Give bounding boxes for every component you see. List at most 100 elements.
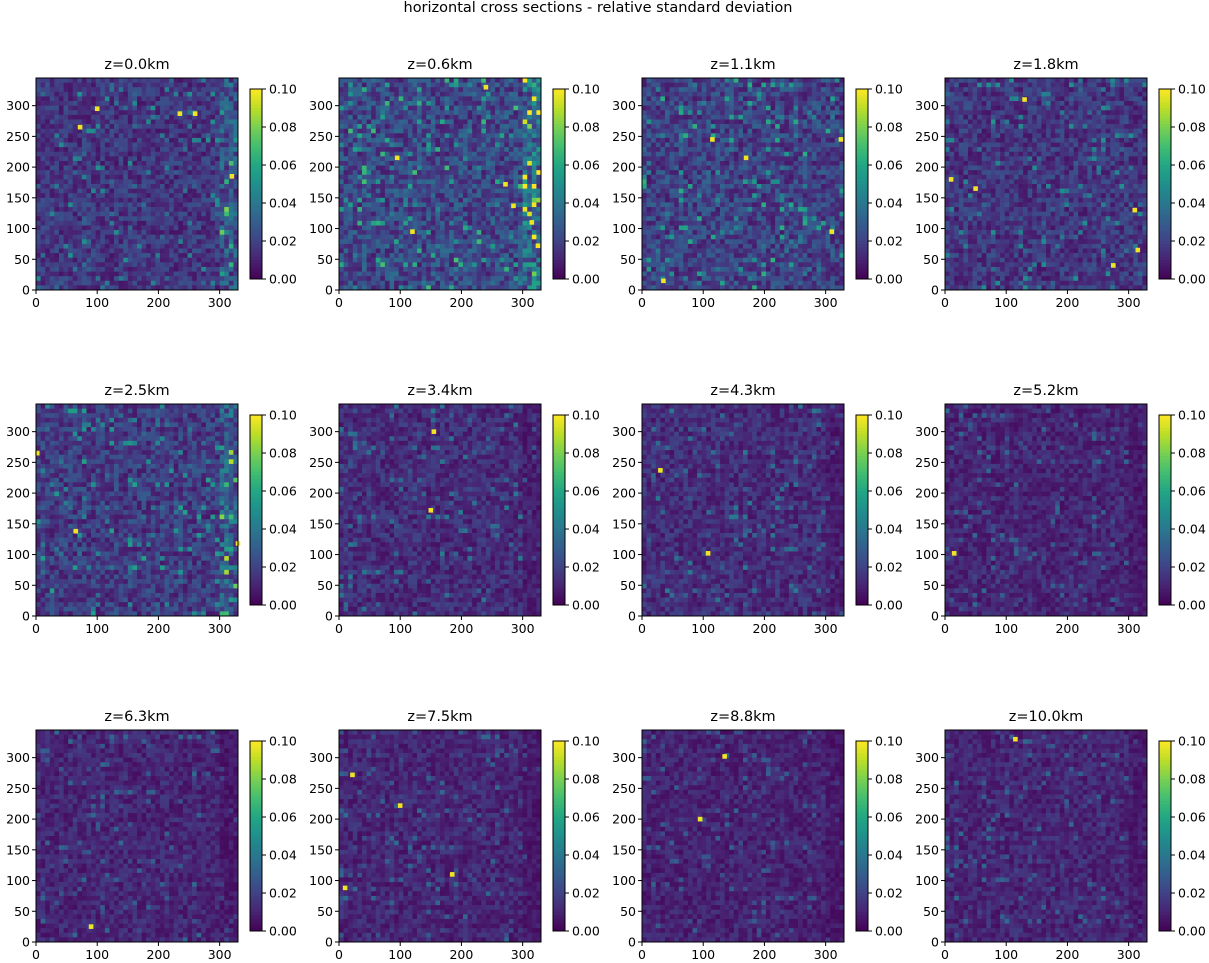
heatmap-cell bbox=[159, 156, 165, 162]
heatmap-cell bbox=[495, 216, 501, 222]
heatmap-cell bbox=[522, 184, 528, 189]
heatmap-cell bbox=[674, 142, 680, 148]
heatmap-cell bbox=[407, 184, 413, 189]
heatmap-cell bbox=[150, 193, 156, 199]
heatmap-cell bbox=[159, 96, 165, 102]
heatmap-cell bbox=[150, 266, 156, 272]
heatmap-cell bbox=[366, 276, 372, 282]
heatmap-cell bbox=[169, 151, 175, 157]
heatmap-cell bbox=[155, 202, 161, 208]
heatmap-cell bbox=[81, 262, 87, 268]
heatmap-cell bbox=[109, 271, 115, 277]
heatmap-cell bbox=[40, 137, 46, 143]
heatmap-cell bbox=[114, 197, 119, 203]
heatmap-cell bbox=[440, 225, 445, 231]
heatmap-cell bbox=[118, 124, 124, 130]
heatmap-cell bbox=[371, 207, 377, 212]
heatmap-cell bbox=[123, 234, 129, 240]
heatmap-cell bbox=[123, 193, 129, 199]
heatmap-cell bbox=[398, 253, 404, 259]
heatmap-cell bbox=[476, 142, 482, 148]
heatmap-cell bbox=[114, 114, 119, 120]
heatmap-cell bbox=[201, 96, 207, 102]
heatmap-cell bbox=[527, 248, 533, 254]
heatmap-cell bbox=[490, 211, 496, 217]
heatmap-cell bbox=[137, 184, 142, 189]
heatmap-cell bbox=[453, 133, 459, 139]
heatmap-cell bbox=[394, 160, 400, 166]
heatmap-cell bbox=[444, 91, 450, 97]
heatmap-cell bbox=[141, 220, 147, 226]
heatmap-cell bbox=[196, 96, 202, 102]
heatmap-cell bbox=[141, 248, 147, 254]
heatmap-cell bbox=[192, 280, 198, 286]
heatmap-cell bbox=[646, 101, 652, 106]
heatmap-cell bbox=[430, 105, 436, 111]
heatmap-cell bbox=[63, 156, 69, 162]
heatmap-cell bbox=[366, 257, 372, 263]
heatmap-cell bbox=[68, 110, 74, 116]
heatmap-cell bbox=[407, 142, 413, 148]
heatmap-cell bbox=[407, 156, 413, 162]
heatmap-cell bbox=[228, 151, 234, 157]
heatmap-cell bbox=[527, 105, 533, 111]
heatmap-cell bbox=[109, 174, 115, 180]
heatmap-cell bbox=[394, 234, 400, 240]
heatmap-cell bbox=[49, 253, 55, 259]
heatmap-cell bbox=[481, 133, 487, 139]
heatmap-cell bbox=[150, 262, 156, 268]
heatmap-cell bbox=[522, 174, 528, 180]
heatmap-cell bbox=[371, 170, 377, 176]
heatmap-cell bbox=[476, 87, 482, 93]
heatmap-cell bbox=[508, 271, 514, 277]
heatmap-cell bbox=[169, 234, 175, 240]
heatmap-cell bbox=[178, 124, 184, 130]
heatmap-cell bbox=[343, 220, 349, 226]
heatmap-cell bbox=[192, 271, 198, 277]
heatmap-cell bbox=[476, 78, 482, 83]
heatmap-cell bbox=[664, 101, 670, 106]
heatmap-cell bbox=[58, 119, 64, 125]
heatmap-cell bbox=[394, 110, 400, 116]
heatmap-cell bbox=[348, 101, 354, 106]
heatmap-cell bbox=[761, 110, 767, 116]
heatmap-cell bbox=[765, 110, 771, 116]
heatmap-cell bbox=[45, 96, 51, 102]
heatmap-cell bbox=[403, 82, 409, 88]
heatmap-cell bbox=[839, 105, 845, 111]
heatmap-cell bbox=[361, 87, 367, 93]
heatmap-cell bbox=[178, 193, 184, 199]
heatmap-cell bbox=[155, 285, 161, 291]
heatmap-cell bbox=[412, 78, 418, 83]
heatmap-cell bbox=[348, 78, 354, 83]
heatmap-cell bbox=[173, 142, 179, 148]
heatmap-cell bbox=[201, 188, 207, 194]
heatmap-cell bbox=[77, 285, 83, 291]
heatmap-cell bbox=[839, 96, 845, 102]
heatmap-cell bbox=[72, 266, 78, 272]
heatmap-cell bbox=[352, 202, 358, 208]
heatmap-cell bbox=[141, 78, 147, 83]
heatmap-cell bbox=[495, 156, 501, 162]
heatmap-cell bbox=[421, 220, 427, 226]
heatmap-cell bbox=[224, 211, 230, 217]
heatmap-cell bbox=[343, 243, 349, 249]
heatmap-cell bbox=[440, 202, 445, 208]
heatmap-cell bbox=[77, 119, 83, 125]
heatmap-cell bbox=[453, 239, 459, 245]
heatmap-cell bbox=[109, 211, 115, 217]
heatmap-cell bbox=[95, 96, 101, 102]
heatmap-cell bbox=[435, 165, 441, 171]
colorbar-step bbox=[553, 139, 565, 144]
heatmap-cell bbox=[481, 239, 487, 245]
heatmap-cell bbox=[779, 128, 785, 134]
heatmap-cell bbox=[384, 128, 390, 134]
heatmap-cell bbox=[339, 87, 344, 93]
heatmap-cell bbox=[352, 266, 358, 272]
heatmap-cell bbox=[54, 197, 60, 203]
heatmap-cell bbox=[114, 124, 119, 130]
heatmap-cell bbox=[196, 137, 202, 143]
heatmap-cell bbox=[72, 165, 78, 171]
heatmap-cell bbox=[642, 96, 647, 102]
heatmap-cell bbox=[45, 280, 51, 286]
